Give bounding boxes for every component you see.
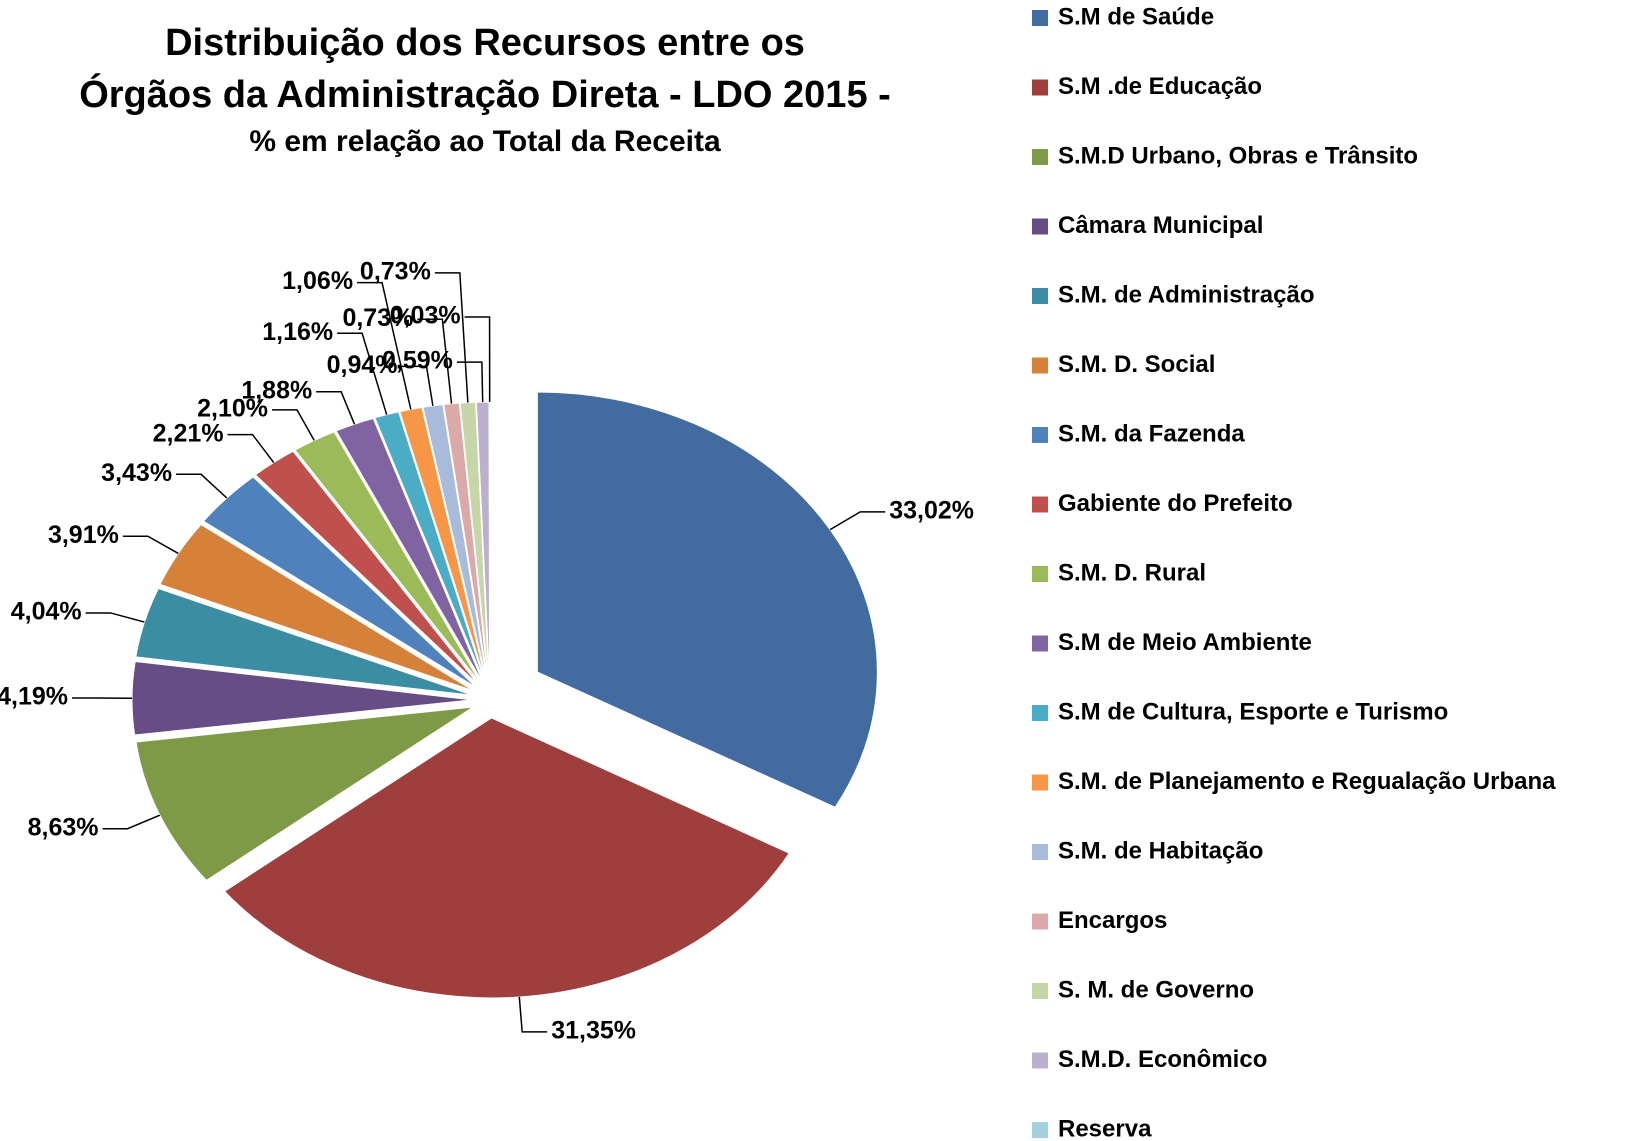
leader-line xyxy=(518,996,548,1033)
leader-line xyxy=(456,361,484,403)
leader-line xyxy=(464,316,491,403)
legend-swatch xyxy=(1032,705,1048,721)
legend-label: S.M de Meio Ambiente xyxy=(1058,629,1312,656)
pie-slice xyxy=(202,476,478,689)
legend-swatch xyxy=(1032,79,1048,96)
pie-slice xyxy=(135,587,473,696)
legend-swatch xyxy=(1032,566,1048,582)
data-label: 4,04% xyxy=(11,598,82,626)
legend-swatch xyxy=(1032,496,1048,513)
leader-line xyxy=(417,318,453,404)
legend-label: S.M.D. Econômico xyxy=(1058,1046,1267,1073)
legend-swatch xyxy=(1032,774,1048,791)
leader-line xyxy=(122,535,179,555)
leader-line xyxy=(357,281,412,410)
legend-label: S.M. D. Social xyxy=(1058,351,1215,378)
legend-label: Câmara Municipal xyxy=(1058,212,1263,239)
leader-line xyxy=(316,391,356,425)
legend-swatch xyxy=(1032,218,1048,235)
chart-title: Órgãos da Administração Direta - LDO 201… xyxy=(79,72,891,116)
legend-label: S.M de Saúde xyxy=(1058,3,1214,30)
leader-line xyxy=(401,365,434,406)
data-label: 31,35% xyxy=(551,1016,636,1044)
legend-label: Gabiente do Prefeito xyxy=(1058,490,1293,517)
data-label: 0,59% xyxy=(382,347,453,375)
legend-label: S.M. de Planejamento e Regualação Urbana xyxy=(1058,768,1556,795)
data-label: 8,63% xyxy=(28,813,99,841)
legend-swatch xyxy=(1032,635,1048,652)
data-label: 2,21% xyxy=(153,419,224,447)
legend-label: S.M .de Educação xyxy=(1058,73,1262,100)
legend-swatch xyxy=(1032,288,1048,304)
pie-slice xyxy=(536,391,878,808)
chart-title: Distribuição dos Recursos entre os xyxy=(165,22,805,64)
legend-swatch xyxy=(1032,357,1048,374)
legend-swatch xyxy=(1032,913,1048,930)
legend-label: S. M. de Governo xyxy=(1058,976,1254,1003)
legend-label: S.M.D Urbano, Obras e Trânsito xyxy=(1058,142,1418,169)
legend-swatch xyxy=(1032,1052,1048,1069)
data-label: 3,91% xyxy=(48,521,119,549)
chart-subtitle: % em relação ao Total da Receita xyxy=(249,125,721,158)
data-label: 33,02% xyxy=(889,496,974,524)
legend-swatch xyxy=(1032,10,1048,26)
legend-swatch xyxy=(1032,149,1048,165)
legend-label: S.M de Cultura, Esporte e Turismo xyxy=(1058,698,1448,725)
data-label: 2,10% xyxy=(197,395,268,423)
leader-line xyxy=(227,433,275,463)
leader-line xyxy=(337,332,388,415)
legend-swatch xyxy=(1032,1122,1048,1138)
pie-slice xyxy=(399,406,487,683)
leader-line xyxy=(85,612,145,623)
legend-label: S.M. de Administração xyxy=(1058,281,1315,308)
pie-slice xyxy=(335,417,484,684)
data-label: 0,73% xyxy=(360,257,431,285)
legend-swatch xyxy=(1032,427,1048,443)
pie-slice xyxy=(294,431,482,685)
data-label: 1,16% xyxy=(262,318,333,346)
data-label: 1,06% xyxy=(282,267,353,295)
leader-line xyxy=(102,814,161,830)
legend-label: S.M. de Habitação xyxy=(1058,837,1263,864)
pie-slice xyxy=(488,401,491,683)
data-label: 4,19% xyxy=(0,683,68,711)
legend-label: S.M. D. Rural xyxy=(1058,559,1206,586)
legend-label: S.M. da Fazenda xyxy=(1058,420,1245,447)
data-label: 1,88% xyxy=(241,376,312,404)
pie-slice xyxy=(223,717,790,999)
legend-swatch xyxy=(1032,844,1048,860)
data-label: 0,94% xyxy=(327,351,398,379)
data-label: 0,73% xyxy=(342,304,413,332)
leader-line xyxy=(272,409,315,441)
leader-line xyxy=(434,272,469,403)
data-label: 3,43% xyxy=(101,459,172,487)
legend-label: Encargos xyxy=(1058,907,1167,934)
data-label: 0,03% xyxy=(390,302,461,330)
leader-line xyxy=(176,473,228,499)
legend-swatch xyxy=(1032,983,1048,999)
legend-label: Reserva xyxy=(1058,1115,1152,1141)
leader-line xyxy=(829,511,886,531)
